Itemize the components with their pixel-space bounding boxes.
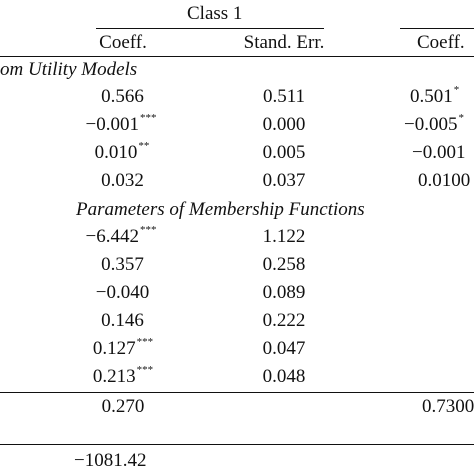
coeff-value: 0.010 [94, 142, 138, 163]
class-share-value: 0.270 [101, 396, 145, 417]
stand-err-value: 0.511 [262, 86, 306, 107]
coeff-value: −0.001 [85, 114, 139, 135]
section-rule [0, 392, 474, 393]
stand-err-value: 0.258 [262, 254, 306, 275]
significance-stars: *** [139, 224, 157, 236]
significance-stars: *** [136, 336, 154, 348]
membership-section-title: Parameters of Membership Functions [76, 199, 365, 220]
coeff-value-2: −0.005 [404, 114, 458, 135]
significance-stars: *** [136, 364, 154, 376]
class-1-label: Class 1 [187, 3, 243, 24]
stand-err-value: 0.037 [262, 170, 306, 191]
significance-stars: ** [138, 140, 150, 152]
stand-err-value: 0.222 [262, 310, 306, 331]
coeff-value-2: 0.501 [410, 86, 453, 107]
stand-err-value: 1.122 [262, 226, 306, 247]
coeff-header-2: Coeff. [417, 32, 465, 53]
stand-err-value: 0.048 [262, 366, 306, 387]
coeff-value: −0.040 [95, 282, 150, 303]
bottom-rule [0, 444, 474, 445]
stand-err-value: 0.089 [262, 282, 306, 303]
class-share-value-2: 0.7300 [422, 396, 474, 417]
stand-err-value: 0.047 [262, 338, 306, 359]
stand-err-value: 0.000 [262, 114, 306, 135]
stand-err-value: 0.005 [262, 142, 306, 163]
significance-stars-2: * [458, 112, 464, 124]
utility-section-title: om Utility Models [0, 59, 138, 80]
coeff-value-2: −0.001 [412, 142, 466, 163]
coeff-value: 0.357 [101, 254, 144, 275]
coeff-value-2: 0.0100 [418, 170, 471, 191]
significance-stars: *** [139, 112, 157, 124]
significance-stars-2: * [453, 84, 460, 96]
stand-err-header: Stand. Err. [243, 32, 325, 53]
coeff-value: 0.566 [101, 86, 144, 107]
class-1-underline [96, 28, 324, 29]
coeff-value: 0.127 [92, 338, 136, 359]
coeff-value: 0.213 [92, 366, 136, 387]
class-2-underline [400, 28, 474, 29]
coeff-value: 0.146 [101, 310, 144, 331]
coeff-header: Coeff. [99, 32, 147, 53]
log-likelihood-value: −1081.42 [74, 450, 147, 471]
coeff-value: −6.442 [85, 226, 139, 247]
coeff-value: 0.032 [101, 170, 144, 191]
header-rule [0, 56, 474, 57]
